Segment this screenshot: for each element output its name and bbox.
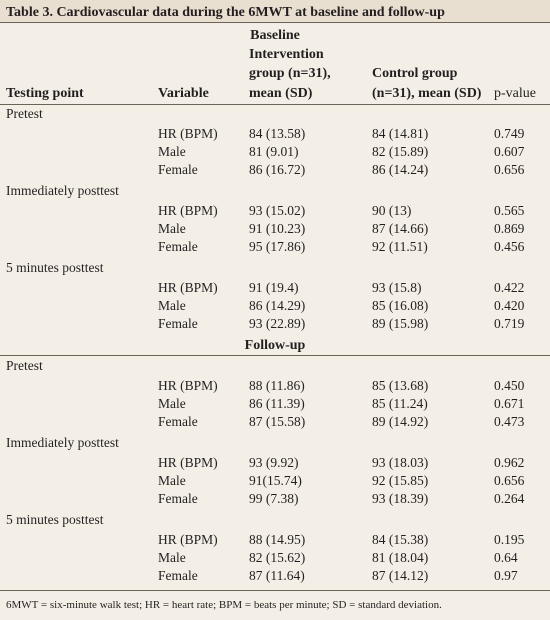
cell: 0.264 xyxy=(494,491,525,507)
cell: 82 (15.89) xyxy=(372,143,429,159)
cell: 87 (11.64) xyxy=(249,568,305,584)
cell: 89 (14.92) xyxy=(372,414,429,430)
cell: 0.422 xyxy=(494,279,525,295)
variable: Female xyxy=(158,316,198,332)
rule xyxy=(0,590,550,591)
cell: 93 (9.92) xyxy=(249,454,299,470)
column-header: Intervention group (n=31), mean (SD) xyxy=(249,46,331,101)
column-header: Control group (n=31), mean (SD) xyxy=(372,66,482,101)
variable: HR (BPM) xyxy=(158,202,218,218)
column-header: Variable xyxy=(158,85,209,101)
testing-point: Immediately posttest xyxy=(6,183,119,198)
testing-point: Pretest xyxy=(6,106,43,121)
cell: 0.473 xyxy=(494,414,525,430)
cell: 0.64 xyxy=(494,549,518,565)
section-label: Follow-up xyxy=(244,338,306,353)
cell: 87 (15.58) xyxy=(249,414,306,430)
cell: 86 (16.72) xyxy=(249,162,306,178)
variable: HR (BPM) xyxy=(158,125,218,141)
column-header: p-value xyxy=(494,85,536,101)
cell: 84 (13.58) xyxy=(249,125,306,141)
cell: 86 (11.39) xyxy=(249,395,305,411)
cell: 85 (11.24) xyxy=(372,395,428,411)
cell: 85 (13.68) xyxy=(372,377,429,393)
variable: HR (BPM) xyxy=(158,454,218,470)
variable: Male xyxy=(158,220,186,236)
cell: 87 (14.66) xyxy=(372,220,429,236)
variable: Female xyxy=(158,491,198,507)
cell: 93 (18.39) xyxy=(372,491,429,507)
cell: 84 (14.81) xyxy=(372,125,429,141)
rule xyxy=(0,104,550,105)
rule xyxy=(0,22,550,23)
cell: 93 (15.02) xyxy=(249,202,306,218)
cell: 88 (14.95) xyxy=(249,531,306,547)
testing-point: 5 minutes posttest xyxy=(6,260,104,275)
cell: 0.719 xyxy=(494,316,525,332)
cell: 91 (19.4) xyxy=(249,279,299,295)
variable: Male xyxy=(158,549,186,565)
cell: 0.607 xyxy=(494,143,525,159)
variable: Female xyxy=(158,568,198,584)
cell: 93 (18.03) xyxy=(372,454,429,470)
cell: 90 (13) xyxy=(372,202,412,218)
cell: 86 (14.24) xyxy=(372,162,429,178)
rule xyxy=(0,355,550,356)
variable: Male xyxy=(158,297,186,313)
variable: Male xyxy=(158,395,186,411)
cell: 0.565 xyxy=(494,202,525,218)
variable: Male xyxy=(158,143,186,159)
footnote: 6MWT = six-minute walk test; HR = heart … xyxy=(6,599,442,611)
cell: 84 (15.38) xyxy=(372,531,429,547)
cell: 0.656 xyxy=(494,162,525,178)
cell: 88 (11.86) xyxy=(249,377,305,393)
cell: 0.195 xyxy=(494,531,525,547)
section-label: Baseline xyxy=(250,28,300,43)
cell: 91(15.74) xyxy=(249,472,302,488)
cell: 0.456 xyxy=(494,239,525,255)
table-title: Table 3. Cardiovascular data during the … xyxy=(6,5,445,20)
cell: 81 (9.01) xyxy=(249,143,299,159)
cell: 91 (10.23) xyxy=(249,220,306,236)
variable: Female xyxy=(158,414,198,430)
cell: 0.869 xyxy=(494,220,525,236)
cell: 99 (7.38) xyxy=(249,491,299,507)
cell: 95 (17.86) xyxy=(249,239,306,255)
cell: 93 (15.8) xyxy=(372,279,422,295)
cell: 0.450 xyxy=(494,377,525,393)
variable: HR (BPM) xyxy=(158,279,218,295)
cell: 92 (11.51) xyxy=(372,239,428,255)
variable: HR (BPM) xyxy=(158,377,218,393)
column-header: Testing point xyxy=(6,85,84,101)
cell: 0.656 xyxy=(494,472,525,488)
cell: 89 (15.98) xyxy=(372,316,429,332)
variable: Female xyxy=(158,162,198,178)
variable: HR (BPM) xyxy=(158,531,218,547)
testing-point: Pretest xyxy=(6,358,43,373)
cell: 0.962 xyxy=(494,454,525,470)
cell: 0.97 xyxy=(494,568,518,584)
variable: Male xyxy=(158,472,186,488)
cell: 82 (15.62) xyxy=(249,549,306,565)
testing-point: Immediately posttest xyxy=(6,435,119,450)
cell: 0.749 xyxy=(494,125,525,141)
title-band xyxy=(0,0,550,22)
cell: 81 (18.04) xyxy=(372,549,429,565)
cell: 86 (14.29) xyxy=(249,297,306,313)
cell: 0.420 xyxy=(494,297,525,313)
cell: 0.671 xyxy=(494,395,525,411)
variable: Female xyxy=(158,239,198,255)
cell: 93 (22.89) xyxy=(249,316,306,332)
cell: 85 (16.08) xyxy=(372,297,429,313)
cell: 92 (15.85) xyxy=(372,472,429,488)
cell: 87 (14.12) xyxy=(372,568,429,584)
testing-point: 5 minutes posttest xyxy=(6,512,104,527)
